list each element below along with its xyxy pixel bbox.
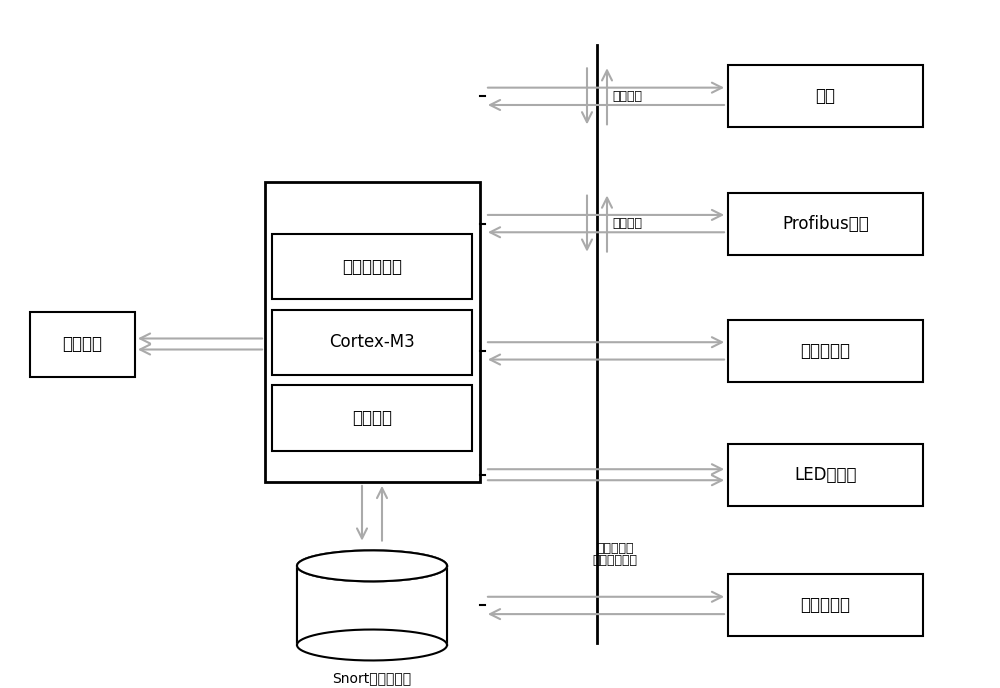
Text: 串口: 串口 — [816, 87, 836, 105]
Bar — [728, 444, 923, 506]
Text: Snort实时规则库: Snort实时规则库 — [332, 671, 412, 685]
Text: 数据加解密: 数据加解密 — [800, 596, 850, 614]
Text: LED显示器: LED显示器 — [794, 466, 857, 484]
Polygon shape — [297, 566, 447, 645]
Bar — [728, 193, 923, 255]
Bar — [728, 65, 923, 127]
Text: Cortex-M3: Cortex-M3 — [329, 333, 415, 352]
Polygon shape — [297, 550, 447, 581]
Polygon shape — [297, 550, 447, 581]
Bar — [272, 385, 472, 451]
Text: 以太网接口: 以太网接口 — [800, 342, 850, 360]
Bar — [272, 310, 472, 375]
Bar — [272, 234, 472, 299]
Polygon shape — [297, 630, 447, 660]
Text: 双向加解密: 双向加解密 — [596, 542, 634, 555]
Text: 保证数据安全: 保证数据安全 — [592, 555, 638, 567]
Text: Profibus总线: Profibus总线 — [782, 215, 869, 233]
Text: 硬件平台: 硬件平台 — [352, 409, 392, 427]
Text: 实时操作系统: 实时操作系统 — [342, 257, 402, 276]
Bar — [265, 182, 480, 482]
Bar — [728, 574, 923, 636]
Bar — [30, 312, 135, 377]
Text: 上层应用: 上层应用 — [62, 335, 102, 354]
Bar — [728, 320, 923, 382]
Text: 互相通信: 互相通信 — [612, 90, 642, 103]
Text: 互相通信: 互相通信 — [612, 217, 642, 230]
